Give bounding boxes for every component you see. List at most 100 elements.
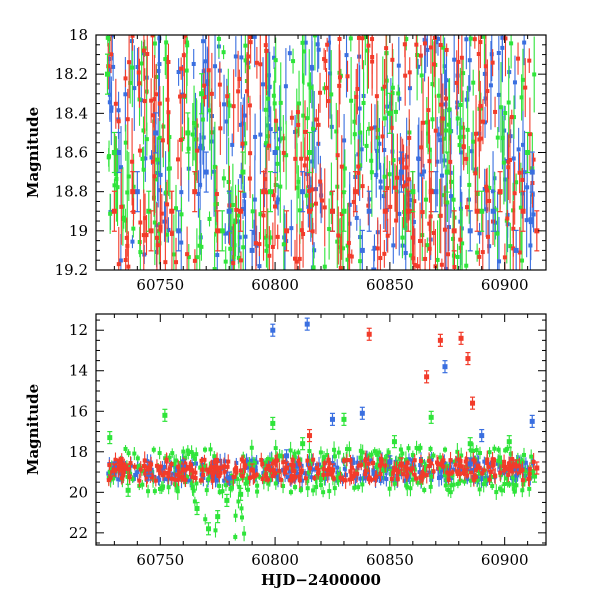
data-point: [318, 483, 323, 488]
data-point: [241, 470, 246, 475]
data-point: [276, 197, 281, 202]
data-point: [217, 82, 222, 87]
data-point: [125, 117, 130, 122]
data-point: [108, 211, 113, 216]
data-point: [486, 464, 491, 469]
data-point: [170, 476, 175, 481]
data-point: [418, 475, 423, 480]
y-tick-label: 18: [69, 26, 88, 44]
data-point: [120, 466, 125, 471]
data-point: [230, 142, 235, 147]
data-point: [410, 477, 415, 482]
data-point: [341, 416, 347, 422]
data-point: [465, 473, 470, 478]
data-point: [480, 471, 485, 476]
data-point: [325, 453, 330, 458]
data-point: [477, 471, 482, 476]
data-point: [261, 213, 266, 218]
data-point: [311, 126, 316, 131]
data-point: [442, 227, 447, 232]
data-point: [175, 489, 180, 494]
data-point: [436, 476, 441, 481]
data-point: [297, 208, 302, 213]
data-point: [414, 476, 419, 481]
data-point: [415, 480, 420, 485]
data-point: [449, 179, 454, 184]
data-point: [449, 475, 454, 480]
x-tick-label: 60800: [251, 551, 299, 569]
data-point: [390, 85, 395, 90]
data-point: [318, 90, 323, 95]
data-point: [198, 235, 203, 240]
data-point: [192, 189, 198, 195]
data-point: [126, 451, 131, 456]
data-point: [233, 513, 238, 518]
data-point: [110, 35, 115, 38]
data-point: [166, 110, 171, 115]
data-point: [111, 476, 116, 481]
data-point: [511, 156, 516, 161]
data-point: [176, 464, 181, 469]
data-point: [465, 467, 470, 472]
data-point: [498, 486, 503, 491]
data-point: [186, 146, 191, 151]
data-point: [116, 150, 122, 155]
data-point: [361, 100, 366, 105]
data-point: [389, 476, 394, 481]
data-point: [207, 216, 212, 221]
data-point: [404, 468, 409, 473]
data-point: [277, 468, 282, 473]
data-point: [195, 148, 200, 153]
data-point: [288, 448, 293, 453]
data-point: [248, 151, 253, 156]
data-point: [181, 53, 186, 58]
data-point: [338, 265, 343, 270]
data-point: [192, 456, 197, 461]
data-point: [337, 37, 342, 42]
data-point: [247, 103, 252, 108]
data-point: [174, 206, 179, 211]
data-point: [141, 167, 146, 172]
data-point: [408, 253, 413, 258]
data-point: [278, 100, 283, 105]
data-point: [360, 482, 365, 487]
data-point: [435, 36, 440, 41]
data-point: [215, 465, 221, 471]
data-point: [302, 471, 307, 476]
data-point: [392, 185, 397, 190]
data-point: [496, 458, 501, 463]
data-point: [158, 224, 163, 229]
data-point: [201, 39, 206, 44]
data-point: [273, 471, 278, 476]
data-point: [275, 146, 280, 151]
data-point: [212, 454, 217, 459]
data-point: [311, 265, 316, 270]
data-point: [480, 119, 485, 124]
data-point: [387, 459, 393, 465]
data-point: [291, 463, 296, 468]
data-point: [203, 447, 208, 452]
data-point: [394, 468, 399, 473]
data-point: [126, 264, 131, 269]
data-point: [332, 447, 337, 452]
data-point: [382, 457, 387, 462]
data-point: [472, 464, 477, 469]
data-point: [163, 470, 168, 475]
data-point: [153, 130, 159, 136]
data-point: [352, 471, 357, 476]
data-point: [406, 177, 411, 182]
data-point: [425, 47, 430, 52]
data-point: [450, 470, 455, 475]
data-point: [452, 57, 457, 62]
data-point: [369, 170, 374, 175]
data-point: [191, 453, 196, 458]
data-point: [487, 244, 492, 249]
data-point: [267, 189, 273, 195]
data-point: [451, 467, 456, 472]
data-point: [532, 473, 538, 479]
data-point: [372, 469, 377, 474]
data-point: [366, 470, 371, 475]
data-point: [387, 486, 392, 491]
data-point: [464, 263, 469, 268]
data-point: [271, 193, 276, 198]
